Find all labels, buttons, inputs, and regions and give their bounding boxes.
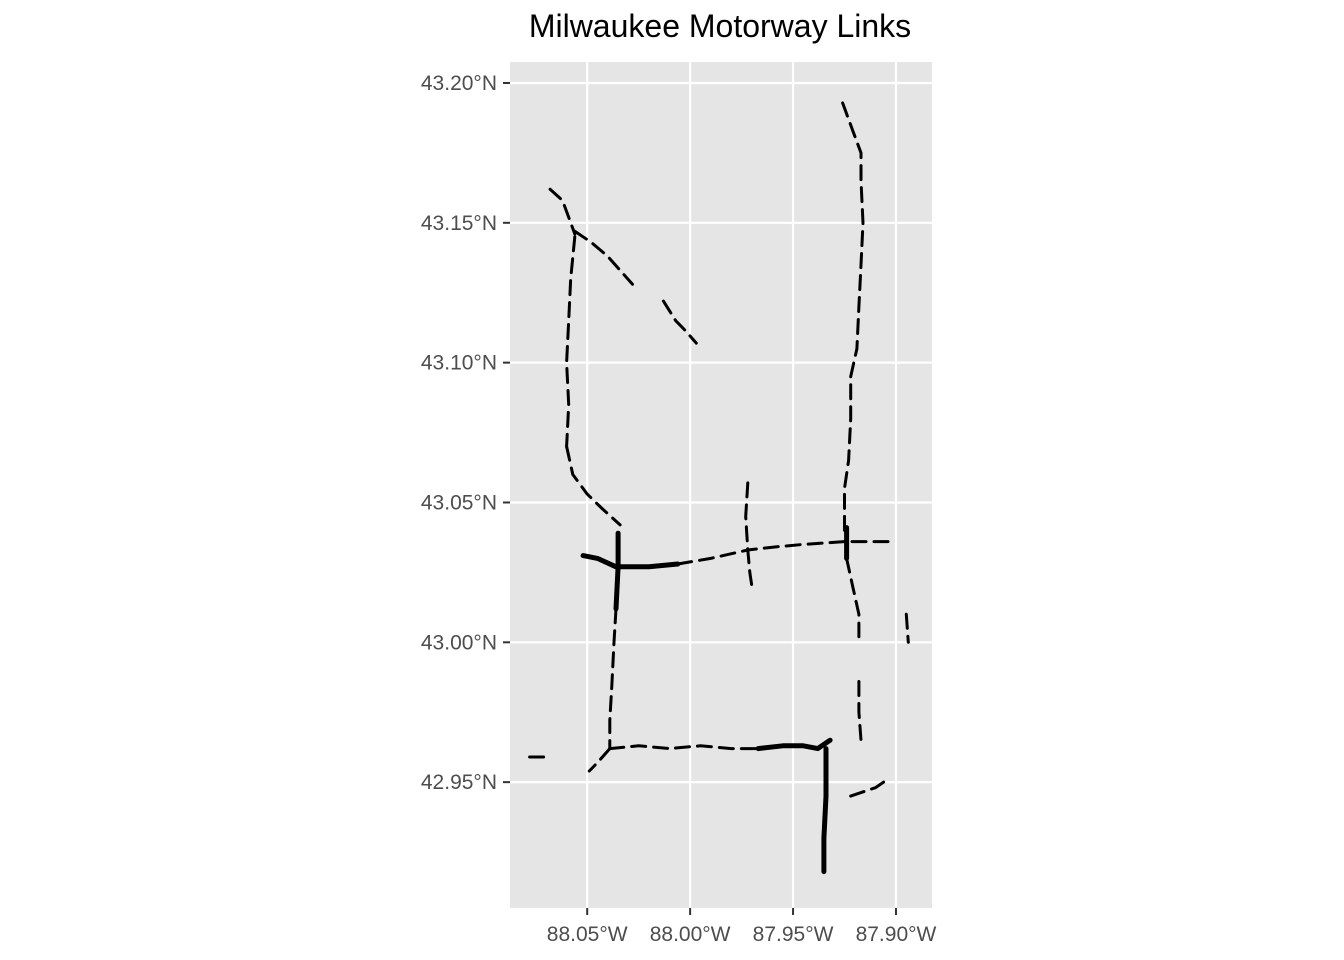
y-tick-label: 43.20°N: [421, 72, 497, 95]
motorway-link-segment: [608, 607, 618, 751]
y-tick-label: 43.15°N: [421, 212, 497, 235]
motorway-link-segment: [857, 680, 863, 742]
motorway-links: [528, 101, 910, 875]
x-tick-label: 88.05°W: [547, 923, 628, 946]
motorway-link-segment: [744, 481, 754, 588]
motorway-link-segment: [548, 187, 577, 236]
x-tick-label: 87.95°W: [753, 923, 834, 946]
motorway-link-segment: [613, 530, 621, 612]
motorway-link-segment: [845, 556, 861, 639]
motorway-link-segment: [661, 299, 698, 345]
grid-lines: [510, 62, 932, 908]
x-tick-label: 87.90°W: [856, 923, 937, 946]
y-tick-label: 43.10°N: [421, 352, 497, 375]
motorway-link-segment: [841, 101, 865, 532]
motorway-link-segment: [904, 612, 910, 644]
motorway-link-segment: [565, 235, 577, 448]
motorway-link-segment: [849, 780, 886, 798]
motorway-link-segment: [608, 744, 760, 751]
y-tick-label: 43.00°N: [421, 631, 497, 654]
y-tick-label: 42.95°N: [421, 771, 497, 794]
motorway-link-segment: [755, 737, 833, 752]
axes: 88.05°W 88.00°W 87.95°W 87.90°W 43.20°N 43.15…: [421, 72, 937, 946]
motorway-link-segment: [821, 746, 829, 875]
y-tick-label: 43.05°N: [421, 491, 497, 514]
x-tick-label: 88.00°W: [650, 923, 731, 946]
motorway-link-segment: [573, 229, 634, 286]
motorway-link-segment: [587, 747, 612, 773]
chart-title: Milwaukee Motorway Links: [528, 8, 912, 44]
motorway-link-segment: [565, 445, 622, 527]
